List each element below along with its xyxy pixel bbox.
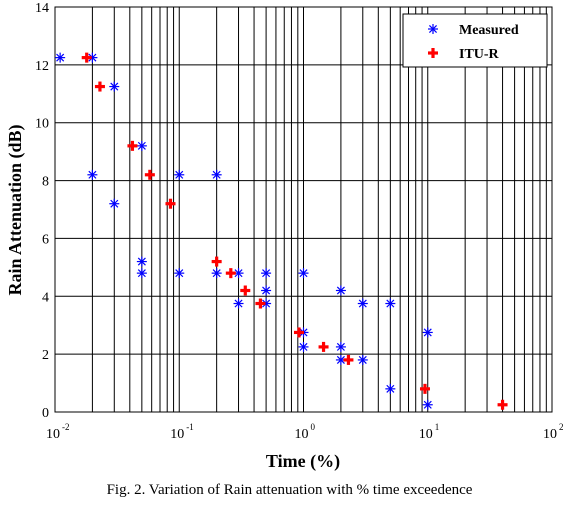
legend-marker-measured bbox=[428, 24, 438, 34]
measured-point bbox=[55, 52, 66, 63]
itu-r-point bbox=[81, 52, 92, 63]
itu-r-point bbox=[255, 298, 266, 309]
measured-point bbox=[298, 341, 309, 352]
itu-r-point bbox=[94, 81, 105, 92]
itu-r-point bbox=[343, 354, 354, 365]
x-tick-label: 10 2 bbox=[543, 422, 564, 442]
measured-point bbox=[298, 268, 309, 279]
measured-point bbox=[87, 169, 98, 180]
data-points bbox=[55, 52, 508, 410]
measured-point bbox=[211, 268, 222, 279]
x-tick-exponent: 2 bbox=[559, 422, 564, 432]
y-tick-label: 0 bbox=[42, 406, 49, 421]
x-tick-exponent: -2 bbox=[62, 422, 70, 432]
figure-caption: Fig. 2. Variation of Rain attenuation wi… bbox=[106, 482, 473, 498]
measured-point bbox=[174, 169, 185, 180]
measured-point bbox=[136, 140, 147, 151]
y-tick-label: 8 bbox=[42, 175, 49, 190]
y-tick-label: 2 bbox=[42, 348, 49, 363]
x-tick-exponent: 0 bbox=[311, 422, 316, 432]
y-tick-label: 12 bbox=[35, 59, 49, 74]
itu-r-point bbox=[127, 140, 138, 151]
itu-r-point bbox=[497, 399, 508, 410]
measured-point bbox=[261, 268, 272, 279]
legend-label-itu-r: ITU-R bbox=[459, 47, 500, 62]
y-tick-label: 6 bbox=[42, 232, 49, 247]
itu-r-point bbox=[294, 327, 305, 338]
measured-point bbox=[422, 327, 433, 338]
measured-point bbox=[422, 399, 433, 410]
measured-point bbox=[261, 285, 272, 296]
x-tick-label: 10 1 bbox=[419, 422, 440, 442]
itu-r-point bbox=[144, 169, 155, 180]
y-tick-label: 10 bbox=[35, 117, 49, 132]
legend: Measured ITU-R bbox=[402, 13, 548, 68]
measured-point bbox=[109, 198, 120, 209]
measured-point bbox=[385, 383, 396, 394]
itu-r-point bbox=[318, 341, 329, 352]
x-tick-base: 10 bbox=[543, 427, 557, 442]
x-tick-base: 10 bbox=[419, 427, 433, 442]
legend-label-measured: Measured bbox=[459, 23, 519, 38]
x-tick-exponent: 1 bbox=[435, 422, 440, 432]
measured-point bbox=[174, 268, 185, 279]
x-axis-title: Time (%) bbox=[266, 451, 340, 472]
measured-point bbox=[211, 169, 222, 180]
legend-marker-itu-r bbox=[428, 48, 438, 58]
itu-r-point bbox=[211, 256, 222, 267]
grid bbox=[55, 7, 552, 412]
measured-point bbox=[136, 268, 147, 279]
y-axis-title: Rain Attenuation (dB) bbox=[5, 124, 26, 295]
x-tick-label: 10 0 bbox=[295, 422, 316, 442]
x-tick-base: 10 bbox=[295, 427, 309, 442]
measured-point bbox=[357, 298, 368, 309]
measured-point bbox=[136, 256, 147, 267]
legend-box bbox=[402, 13, 548, 68]
y-tick-label: 14 bbox=[35, 1, 49, 16]
legend-asterisk-icon bbox=[428, 24, 438, 34]
measured-point bbox=[233, 298, 244, 309]
itu-r-point bbox=[240, 285, 251, 296]
itu-r-point bbox=[165, 198, 176, 209]
itu-r-point bbox=[225, 268, 236, 279]
x-tick-label: 10 -1 bbox=[170, 422, 194, 442]
y-tick-label: 4 bbox=[42, 290, 49, 305]
plot-frame bbox=[54, 6, 553, 413]
x-tick-base: 10 bbox=[46, 427, 60, 442]
x-tick-label: 10 -2 bbox=[46, 422, 70, 442]
itu-r-point bbox=[419, 383, 430, 394]
measured-point bbox=[335, 285, 346, 296]
legend-plus-icon bbox=[428, 48, 438, 58]
measured-point bbox=[385, 298, 396, 309]
measured-point bbox=[109, 81, 120, 92]
x-tick-base: 10 bbox=[170, 427, 184, 442]
measured-point bbox=[357, 354, 368, 365]
measured-point bbox=[335, 341, 346, 352]
x-tick-exponent: -1 bbox=[186, 422, 194, 432]
